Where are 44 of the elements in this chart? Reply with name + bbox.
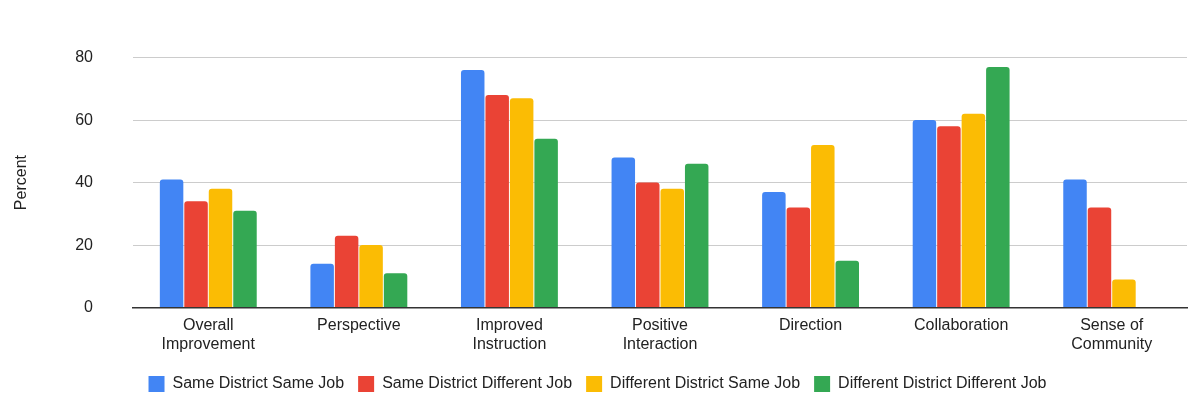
bar	[986, 66, 1010, 308]
bar	[159, 179, 184, 308]
bar	[786, 207, 811, 308]
bar	[460, 70, 485, 308]
bar	[485, 95, 509, 308]
bar	[961, 113, 986, 308]
x-tick-label: Collaboration	[914, 315, 1009, 333]
bar	[208, 188, 233, 308]
bar	[611, 157, 636, 308]
bar	[811, 145, 835, 308]
bar	[1063, 179, 1087, 308]
bar	[762, 191, 786, 308]
x-tick-label: Direction	[779, 315, 843, 333]
x-tick-label: Sense of Community	[1071, 315, 1153, 352]
bar	[937, 126, 961, 308]
y-axis-title: Percent	[12, 154, 30, 211]
bar	[310, 263, 334, 308]
bar	[835, 260, 860, 308]
legend-label: Same District Same Job	[172, 374, 345, 392]
bar	[636, 182, 660, 308]
y-tick-label: 0	[84, 298, 94, 316]
bar	[359, 245, 383, 308]
x-tick-label: Improved Instruction	[472, 315, 547, 352]
y-tick-label: 20	[75, 235, 94, 253]
bar	[684, 163, 709, 308]
y-tick-label: 80	[75, 48, 94, 66]
y-tick-label: 40	[75, 173, 94, 191]
bar	[383, 273, 408, 308]
bar	[509, 98, 534, 308]
legend-label: Different District Same Job	[610, 374, 801, 392]
legend-label: Different District Different Job	[838, 374, 1047, 392]
x-tick-label: Perspective	[317, 315, 401, 333]
x-tick-label: Positive Interaction	[622, 315, 698, 352]
x-tick-label: Overall Improvement	[161, 315, 256, 352]
y-tick-label: 60	[75, 110, 94, 128]
bar	[233, 210, 257, 308]
bar	[534, 138, 558, 308]
bar	[660, 188, 684, 308]
bar	[1087, 207, 1112, 308]
bar	[184, 201, 208, 308]
bar	[912, 120, 937, 308]
legend-label: Same District Different Job	[382, 374, 573, 392]
bar	[1112, 279, 1136, 308]
bar	[334, 235, 359, 308]
